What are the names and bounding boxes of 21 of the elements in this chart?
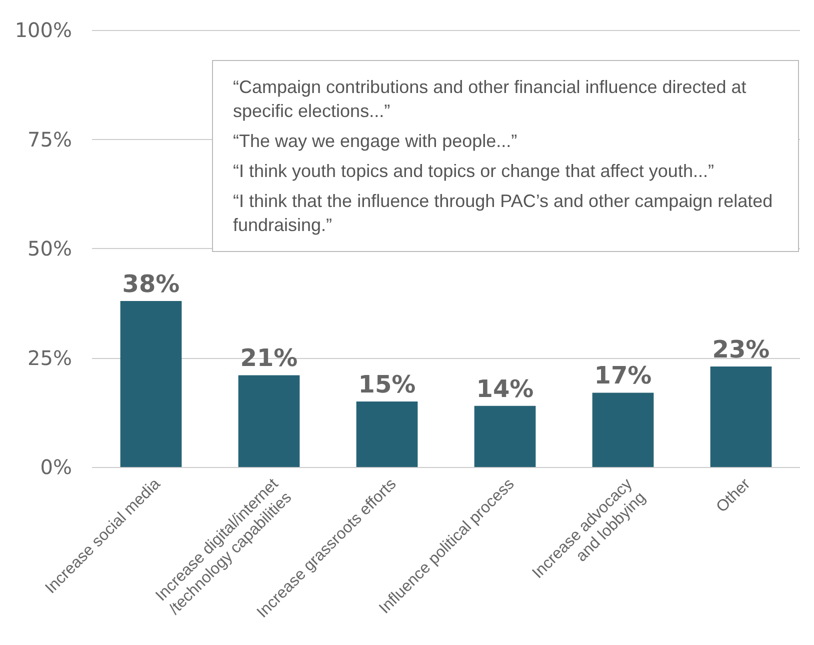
bar [356, 401, 418, 467]
annotation: “I think that the influence through PAC’s and other campaign related fundraising.” [233, 190, 774, 237]
data-label: 38% [122, 270, 180, 298]
data-label: 21% [240, 344, 298, 372]
data-label: 23% [712, 335, 770, 364]
y-tick-label: 75% [28, 127, 72, 152]
bar [592, 392, 654, 467]
y-tick-label: 100% [14, 18, 72, 42]
annotation: “The way we engage with people...” [233, 130, 518, 153]
bar [710, 366, 772, 467]
y-tick-label: 25% [28, 346, 72, 370]
bar [120, 300, 182, 467]
data-label: 14% [476, 374, 534, 403]
y-tick-label: 0% [40, 455, 72, 479]
data-label: 15% [358, 370, 416, 398]
y-tick-label: 50% [28, 236, 72, 260]
bar [238, 375, 300, 467]
bar [474, 406, 536, 467]
data-label: 17% [594, 362, 652, 390]
annotation: “I think youth topics and topics or change that affect youth...” [233, 160, 715, 183]
annotation: “Campaign contributions and other financial influence directed at specific elections...” [233, 76, 748, 123]
